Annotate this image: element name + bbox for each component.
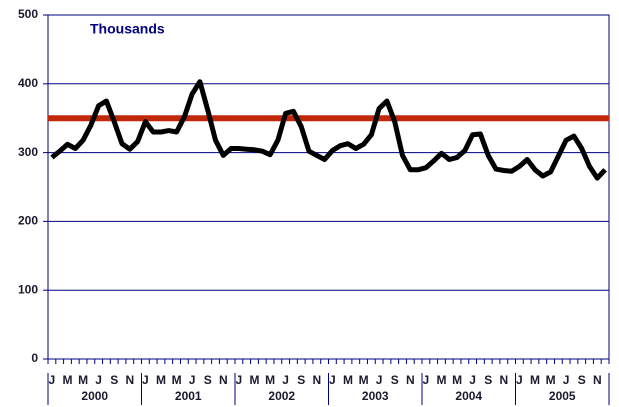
x-group-label: 2004 (455, 389, 482, 403)
x-tick-label: J (516, 373, 523, 387)
x-group-label: 2003 (362, 389, 389, 403)
y-tick-label: 0 (31, 351, 38, 365)
x-tick-label: J (142, 373, 149, 387)
chart-title: Thousands (90, 21, 165, 37)
y-tick-label: 500 (18, 7, 38, 21)
plot-border (47, 14, 610, 360)
x-group-label: 2005 (549, 389, 576, 403)
x-tick-label: M (156, 373, 166, 387)
x-tick-label: M (436, 373, 446, 387)
x-tick-label: S (110, 373, 118, 387)
x-tick-label: J (423, 373, 430, 387)
x-tick-label: S (578, 373, 586, 387)
x-group-label: 2000 (81, 389, 108, 403)
x-tick-label: M (62, 373, 72, 387)
x-tick-label: M (172, 373, 182, 387)
x-tick-label: J (95, 373, 102, 387)
x-tick-label: S (297, 373, 305, 387)
x-group-label: 2001 (175, 389, 202, 403)
x-tick-label: M (530, 373, 540, 387)
x-tick-label: M (343, 373, 353, 387)
x-tick-label: N (125, 373, 134, 387)
x-tick-label: N (406, 373, 415, 387)
y-tick-label: 300 (18, 145, 38, 159)
x-group-label: 2002 (268, 389, 295, 403)
x-tick-label: J (563, 373, 570, 387)
x-tick-label: J (236, 373, 243, 387)
data-line (50, 79, 607, 181)
x-tick-label: M (452, 373, 462, 387)
x-tick-label: J (189, 373, 196, 387)
y-tick-label: 100 (18, 282, 38, 296)
x-tick-label: N (593, 373, 602, 387)
x-tick-label: S (391, 373, 399, 387)
x-tick-label: S (484, 373, 492, 387)
x-tick-label: M (359, 373, 369, 387)
x-tick-label: M (78, 373, 88, 387)
x-tick-label: N (312, 373, 321, 387)
x-tick-label: N (219, 373, 228, 387)
x-tick-label: N (499, 373, 508, 387)
y-tick-label: 200 (18, 214, 38, 228)
x-tick-label: J (282, 373, 289, 387)
x-tick-label: J (49, 373, 56, 387)
x-tick-label: M (546, 373, 556, 387)
x-tick-label: J (376, 373, 383, 387)
x-tick-label: J (469, 373, 476, 387)
x-tick-label: M (265, 373, 275, 387)
y-tick-label: 400 (18, 76, 38, 90)
x-tick-label: M (249, 373, 259, 387)
x-tick-label: S (204, 373, 212, 387)
x-tick-label: J (329, 373, 336, 387)
